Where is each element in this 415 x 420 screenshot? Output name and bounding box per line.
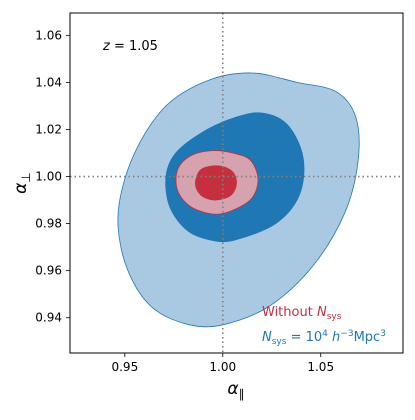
y-tick-label: 0.98 [35, 217, 62, 231]
legend-nsys: Nsys = 104 h−3Mpc3 [262, 329, 386, 347]
y-tick-label: 1.02 [35, 122, 62, 136]
plot-frame [69, 12, 404, 354]
without-nsys-contour-1sigma [194, 165, 237, 201]
legend-without-nsys: Without Nsys [262, 305, 342, 322]
y-tick-label: 1.04 [35, 75, 62, 89]
contour-layer [117, 72, 360, 328]
y-tick-label: 1.06 [35, 28, 62, 42]
redshift-annotation: z = 1.05 [102, 39, 158, 54]
axis-ticks: 0.95 1.00 1.05 0.94 0.96 0.98 1.00 1.02 1.04 1.06 [35, 28, 334, 374]
x-axis-title: α∥ [227, 379, 244, 401]
x-tick-label: 1.00 [209, 360, 236, 374]
y-tick-label: 1.00 [35, 170, 62, 184]
x-tick-label: 1.05 [307, 360, 334, 374]
y-axis-title: α⊥ [11, 172, 33, 194]
y-tick-label: 0.94 [35, 311, 62, 325]
x-tick-label: 0.95 [111, 360, 138, 374]
y-tick-label: 0.96 [35, 264, 62, 278]
reference-lines [70, 13, 403, 353]
